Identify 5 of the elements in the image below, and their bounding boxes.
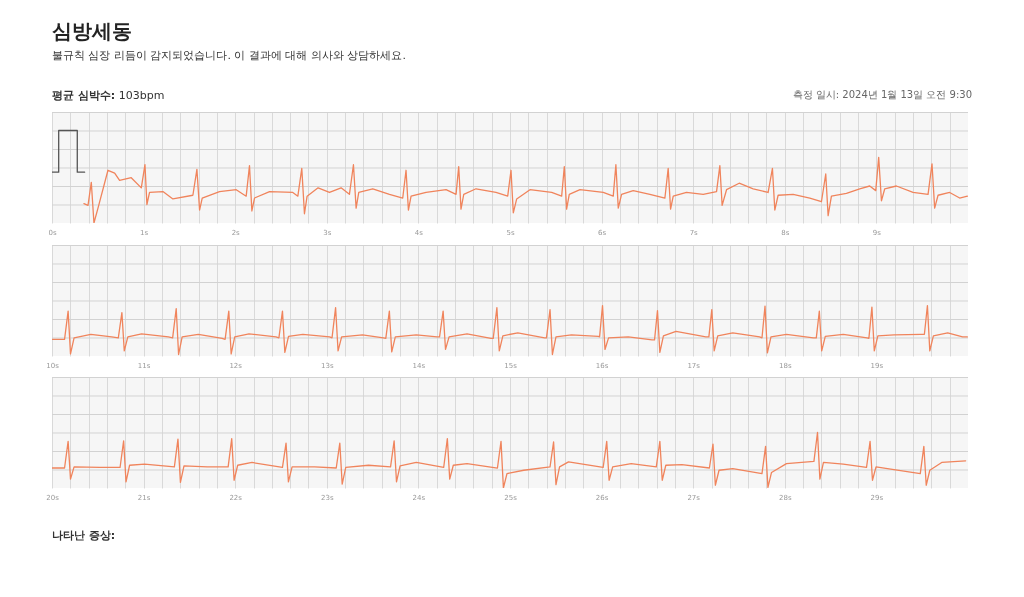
text: 평균 심박수: 103bpm — [52, 88, 165, 103]
text: 측정 일시: 2024년 1월 13일 오전 9:30 — [792, 88, 972, 102]
text: 나타난 증상: — [52, 529, 116, 542]
chart-subtitle: 불규칙 심장 리듬이 감지되었습니다. 이 결과에 대해 의사와 상담하세요. — [52, 48, 406, 63]
chart-title: 심방세동 — [52, 18, 132, 45]
